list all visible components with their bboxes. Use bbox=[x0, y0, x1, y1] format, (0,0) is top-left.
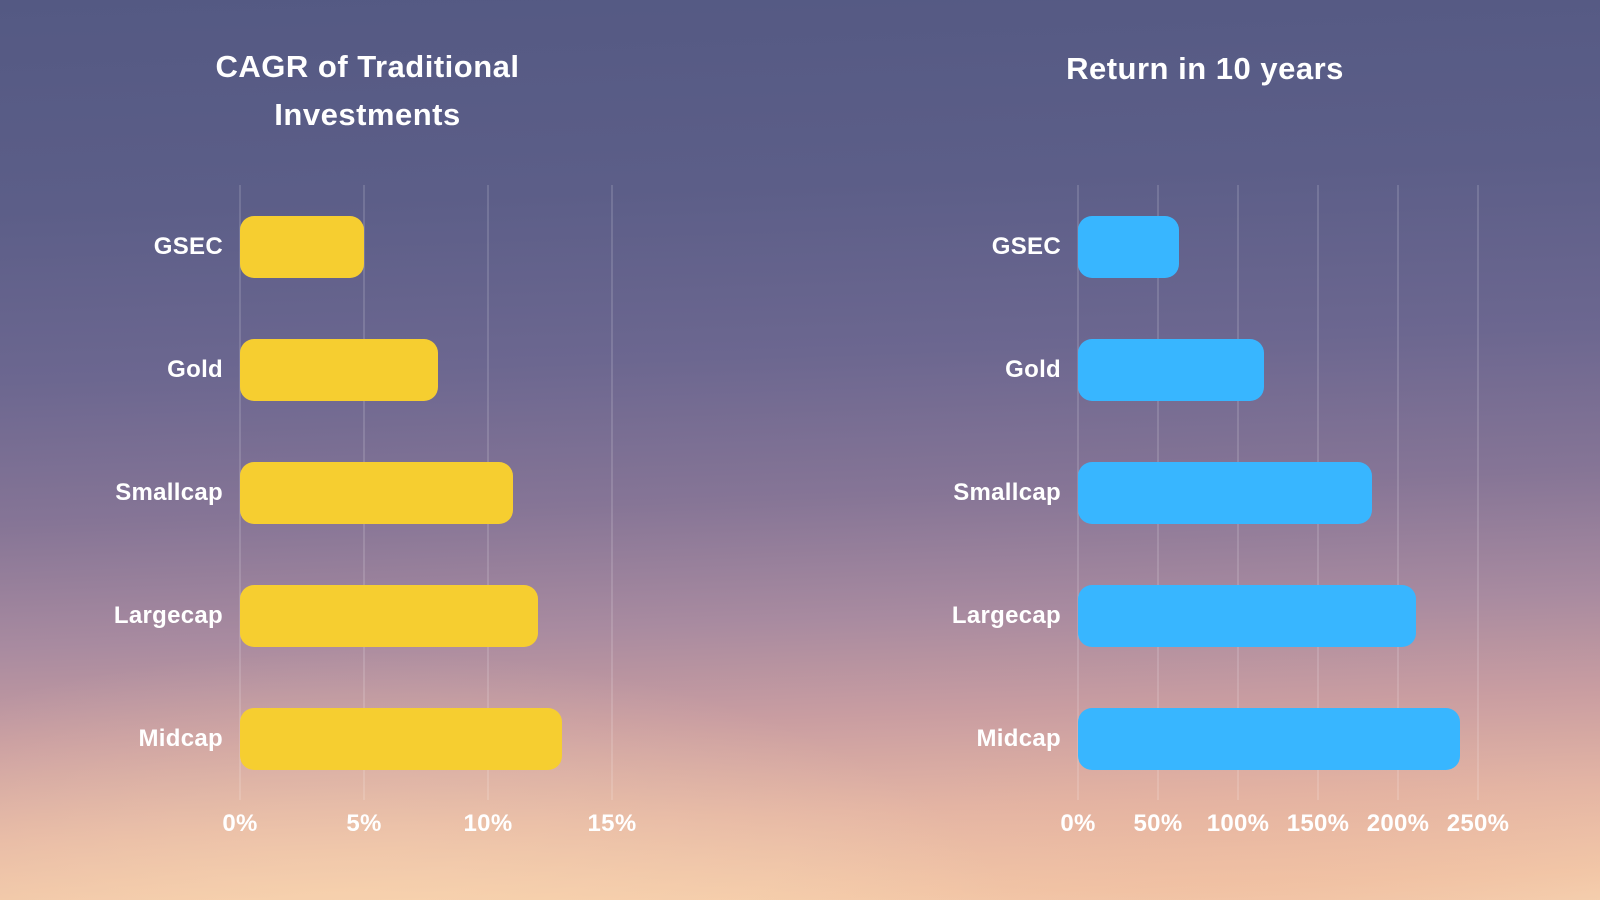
bar-gsec bbox=[1078, 215, 1179, 278]
axis-tick-label: 0% bbox=[222, 810, 258, 837]
bar-track bbox=[1078, 461, 1478, 524]
category-label-gsec: GSEC bbox=[153, 232, 223, 260]
category-label-smallcap: Smallcap bbox=[953, 478, 1061, 506]
bar-row: Midcap bbox=[880, 677, 1530, 800]
bar-track bbox=[240, 707, 612, 770]
bar-track bbox=[240, 461, 612, 524]
category-label-midcap: Midcap bbox=[976, 724, 1061, 752]
bar-track bbox=[240, 338, 612, 401]
chart-title-cagr: CAGR of Traditional Investments bbox=[215, 49, 520, 133]
plot-area: GSEC Gold Smallcap Largecap Midcap 0% 5% 10% 15… bbox=[55, 185, 680, 847]
bar-rows: GSEC Gold Smallcap Largecap Midcap bbox=[880, 185, 1530, 800]
bar-gsec bbox=[240, 215, 364, 278]
bar-midcap bbox=[240, 707, 563, 770]
plot-area: GSEC Gold Smallcap Largecap Midcap 0% 50% 100%… bbox=[880, 185, 1530, 847]
cagr-chart: CAGR of Traditional Investments GSEC Gold… bbox=[55, 25, 680, 847]
bar-gold bbox=[1078, 338, 1264, 401]
category-label-gsec: GSEC bbox=[991, 232, 1061, 260]
bar-largecap bbox=[240, 584, 538, 647]
axis-tick-label: 100% bbox=[1206, 810, 1270, 837]
axis-tick-label: 50% bbox=[1133, 810, 1183, 837]
category-label-largecap: Largecap bbox=[951, 601, 1061, 629]
category-label-smallcap: Smallcap bbox=[115, 478, 223, 506]
bar-row: Smallcap bbox=[880, 431, 1530, 554]
bar-row: Gold bbox=[55, 308, 680, 431]
bar-gold bbox=[240, 338, 439, 401]
bar-smallcap bbox=[240, 461, 513, 524]
bar-row: Midcap bbox=[55, 677, 680, 800]
axis-tick-label: 10% bbox=[463, 810, 513, 837]
bar-row: Smallcap bbox=[55, 431, 680, 554]
x-axis: 0% 50% 100% 150% 200% 250% bbox=[1060, 802, 1509, 847]
bar-row: GSEC bbox=[55, 185, 680, 308]
bar-row: Gold bbox=[880, 308, 1530, 431]
returns-chart: Return in 10 years GSEC Gold Smallcap Large… bbox=[880, 25, 1530, 847]
bar-row: Largecap bbox=[880, 554, 1530, 677]
bar-track bbox=[240, 215, 612, 278]
bar-largecap bbox=[1078, 584, 1416, 647]
bar-track bbox=[1078, 215, 1478, 278]
bar-row: GSEC bbox=[880, 185, 1530, 308]
bar-track bbox=[1078, 338, 1478, 401]
category-label-gold: Gold bbox=[167, 355, 223, 383]
bar-midcap bbox=[1078, 707, 1461, 770]
category-label-largecap: Largecap bbox=[113, 601, 223, 629]
axis-tick-label: 250% bbox=[1446, 810, 1510, 837]
axis-tick-label: 200% bbox=[1366, 810, 1430, 837]
bar-row: Largecap bbox=[55, 554, 680, 677]
bar-track bbox=[1078, 584, 1478, 647]
axis-tick-label: 5% bbox=[346, 810, 382, 837]
axis-tick-label: 15% bbox=[587, 810, 637, 837]
bar-track bbox=[240, 584, 612, 647]
x-axis: 0% 5% 10% 15% bbox=[222, 802, 636, 847]
category-label-gold: Gold bbox=[1005, 355, 1061, 383]
bar-smallcap bbox=[1078, 461, 1373, 524]
axis-tick-label: 150% bbox=[1286, 810, 1350, 837]
category-label-midcap: Midcap bbox=[138, 724, 223, 752]
chart-title-returns: Return in 10 years bbox=[1066, 51, 1344, 86]
bar-rows: GSEC Gold Smallcap Largecap Midcap bbox=[55, 185, 680, 800]
axis-tick-label: 0% bbox=[1060, 810, 1096, 837]
bar-track bbox=[1078, 707, 1478, 770]
